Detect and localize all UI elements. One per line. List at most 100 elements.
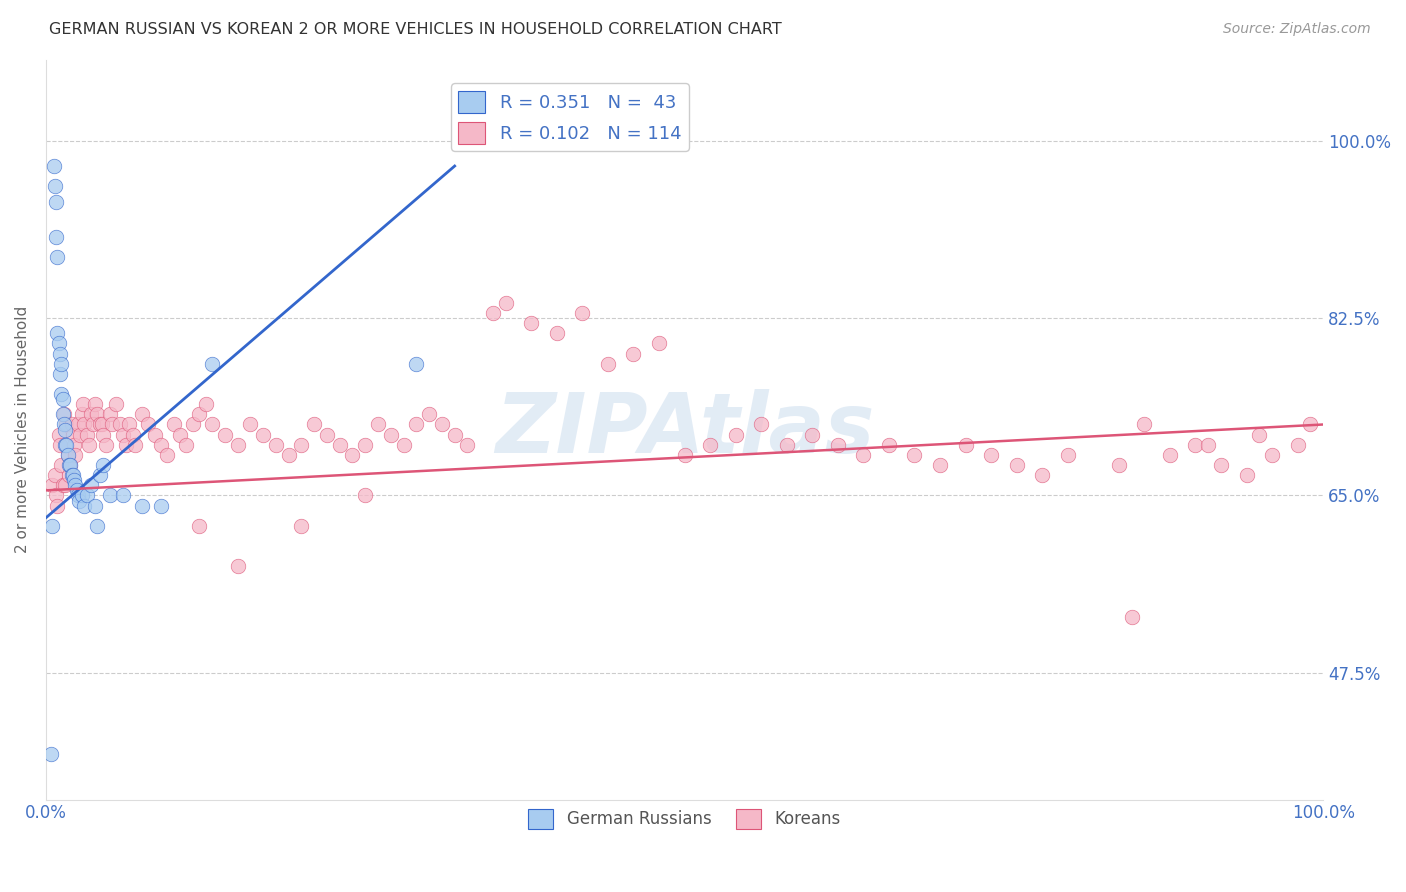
Point <box>44 179 66 194</box>
Point <box>1159 448 1181 462</box>
Point <box>49 438 72 452</box>
Point <box>49 346 72 360</box>
Point <box>55 417 77 432</box>
Point <box>380 427 402 442</box>
Point <box>1056 448 1078 462</box>
Point <box>115 438 138 452</box>
Point <box>827 438 849 452</box>
Text: ZIPAtlas: ZIPAtlas <box>495 389 875 470</box>
Point <box>418 408 440 422</box>
Point <box>53 478 76 492</box>
Point <box>111 427 134 442</box>
Point <box>83 499 105 513</box>
Point <box>176 438 198 452</box>
Point <box>1209 458 1232 472</box>
Point <box>46 326 69 341</box>
Point <box>58 458 80 472</box>
Point <box>98 408 121 422</box>
Point <box>163 417 186 432</box>
Point <box>94 438 117 452</box>
Point <box>52 392 75 406</box>
Point <box>91 417 114 432</box>
Point <box>79 478 101 492</box>
Text: Source: ZipAtlas.com: Source: ZipAtlas.com <box>1223 22 1371 37</box>
Point <box>52 408 75 422</box>
Point <box>495 296 517 310</box>
Point <box>1121 610 1143 624</box>
Point <box>44 468 66 483</box>
Point <box>65 448 87 462</box>
Point <box>290 519 312 533</box>
Point <box>52 478 75 492</box>
Point <box>405 357 427 371</box>
Point <box>51 458 73 472</box>
Point <box>98 488 121 502</box>
Point <box>121 427 143 442</box>
Point <box>69 427 91 442</box>
Point <box>42 159 65 173</box>
Point <box>131 408 153 422</box>
Point <box>367 417 389 432</box>
Point <box>63 473 86 487</box>
Point <box>62 427 84 442</box>
Point <box>1299 417 1322 432</box>
Point <box>73 499 96 513</box>
Point <box>188 519 211 533</box>
Point <box>1249 427 1271 442</box>
Point <box>48 427 70 442</box>
Point <box>67 493 90 508</box>
Point <box>520 316 543 330</box>
Point <box>1197 438 1219 452</box>
Point <box>59 458 82 472</box>
Point <box>55 438 77 452</box>
Point <box>66 417 89 432</box>
Point <box>82 417 104 432</box>
Point <box>79 438 101 452</box>
Point <box>392 438 415 452</box>
Point <box>316 427 339 442</box>
Point <box>49 367 72 381</box>
Point <box>852 448 875 462</box>
Point <box>136 417 159 432</box>
Point <box>149 499 172 513</box>
Point <box>405 417 427 432</box>
Point <box>86 519 108 533</box>
Point <box>955 438 977 452</box>
Point <box>79 408 101 422</box>
Point <box>53 423 76 437</box>
Point <box>252 427 274 442</box>
Point <box>648 336 671 351</box>
Point <box>1236 468 1258 483</box>
Point <box>51 387 73 401</box>
Point <box>56 448 79 462</box>
Point <box>1108 458 1130 472</box>
Point <box>226 438 249 452</box>
Point <box>131 499 153 513</box>
Point <box>63 438 86 452</box>
Point <box>623 346 645 360</box>
Point <box>277 448 299 462</box>
Point <box>39 747 62 761</box>
Point <box>1005 458 1028 472</box>
Point <box>482 306 505 320</box>
Point <box>76 427 98 442</box>
Legend: German Russians, Koreans: German Russians, Koreans <box>522 802 848 836</box>
Point <box>105 397 128 411</box>
Point <box>929 458 952 472</box>
Point <box>86 408 108 422</box>
Point <box>56 448 79 462</box>
Point <box>45 488 67 502</box>
Point <box>329 438 352 452</box>
Point <box>93 427 115 442</box>
Point <box>70 488 93 502</box>
Point <box>41 519 63 533</box>
Point <box>239 417 262 432</box>
Y-axis label: 2 or more Vehicles in Household: 2 or more Vehicles in Household <box>15 306 30 553</box>
Point <box>214 427 236 442</box>
Point <box>571 306 593 320</box>
Point <box>456 438 478 452</box>
Point <box>877 438 900 452</box>
Point <box>302 417 325 432</box>
Point <box>89 468 111 483</box>
Text: GERMAN RUSSIAN VS KOREAN 2 OR MORE VEHICLES IN HOUSEHOLD CORRELATION CHART: GERMAN RUSSIAN VS KOREAN 2 OR MORE VEHIC… <box>49 22 782 37</box>
